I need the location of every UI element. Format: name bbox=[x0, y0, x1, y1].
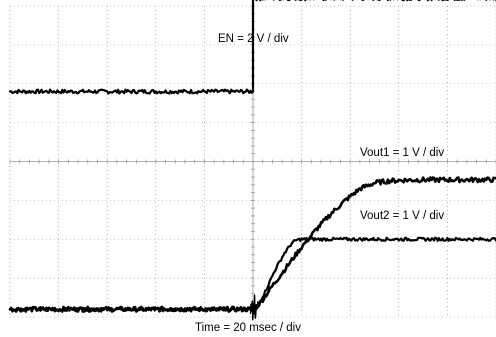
x-axis-label: Time = 20 msec / div bbox=[195, 322, 301, 334]
label-vout1: Vout1 = 1 V / div bbox=[360, 147, 444, 159]
label-vout2: Vout2 = 1 V / div bbox=[360, 210, 444, 222]
grid bbox=[9, 5, 496, 318]
turn-on-noise bbox=[249, 294, 261, 321]
label-en: EN = 2 V / div bbox=[218, 33, 289, 45]
annotations: EN = 2 V / div Vout1 = 1 V / div Vout2 =… bbox=[218, 33, 444, 222]
traces bbox=[8, 0, 496, 321]
trace-en bbox=[8, 0, 496, 95]
